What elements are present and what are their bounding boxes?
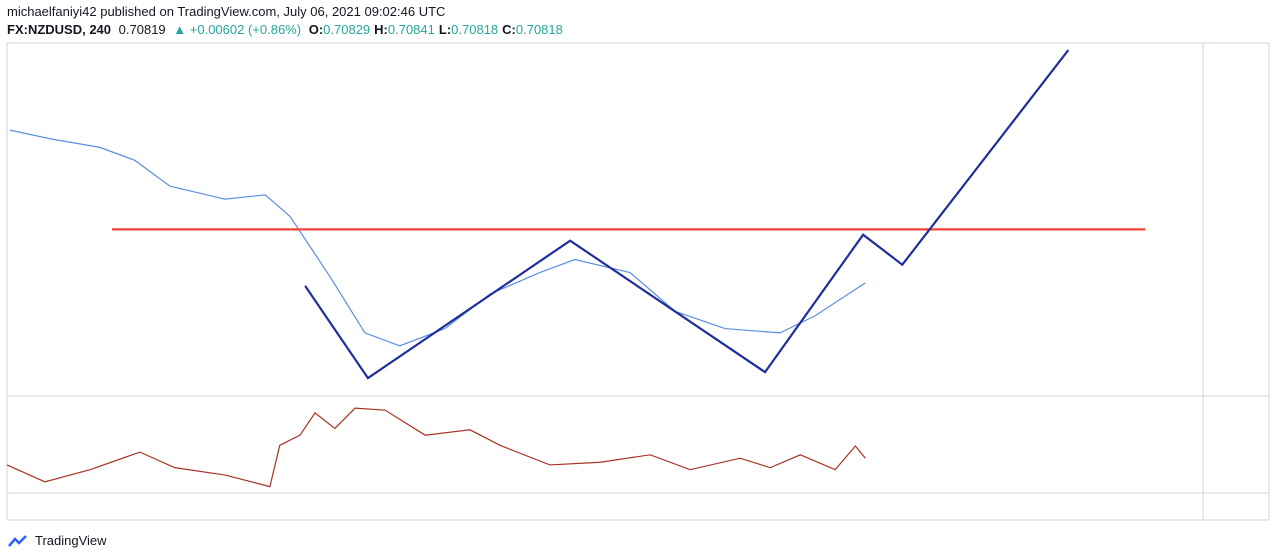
ohlc-value: 0.70829 xyxy=(323,22,371,37)
change: ▲ +0.00602 (+0.86%) xyxy=(173,22,302,37)
atr-line xyxy=(6,407,866,488)
drawing xyxy=(304,49,1070,380)
brand: TradingView xyxy=(35,533,107,548)
ohlc-label: H: xyxy=(374,22,388,37)
logo xyxy=(8,534,27,547)
symbol: FX:NZDUSD, 240 xyxy=(7,22,112,37)
frame xyxy=(6,42,1270,521)
ohlc-value: 0.70818 xyxy=(451,22,499,37)
last-price: 0.70819 xyxy=(118,22,166,37)
ohlc-value: 0.70818 xyxy=(515,22,563,37)
ohlc-value: 0.70841 xyxy=(387,22,435,37)
ohlc-label: O: xyxy=(308,22,324,37)
ohlc-label: C: xyxy=(502,22,516,37)
ma-line xyxy=(9,129,866,347)
chart xyxy=(6,42,1270,521)
ohlc-label: L: xyxy=(438,22,452,37)
ohlc: O:0.70829 H:0.70841 L:0.70818 C:0.70818 xyxy=(309,22,567,37)
footer: TradingView xyxy=(8,533,107,548)
publisher-line: michaelfaniyi42 published on TradingView… xyxy=(7,4,446,19)
symbol-line: FX:NZDUSD, 240 0.70819 ▲ +0.00602 (+0.86… xyxy=(7,22,571,37)
